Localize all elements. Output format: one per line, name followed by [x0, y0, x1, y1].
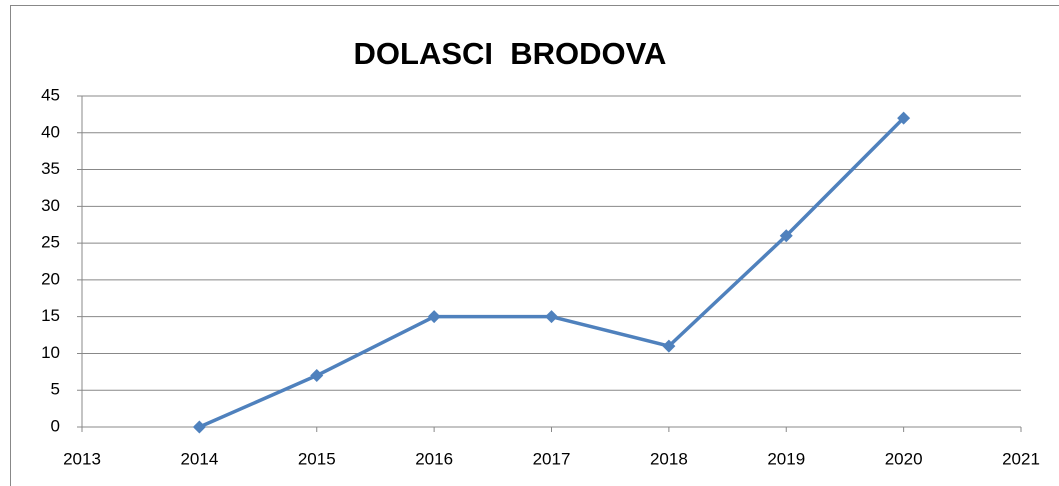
x-tick-label: 2014	[180, 449, 218, 468]
data-point	[192, 420, 206, 434]
x-tick-label: 2021	[1002, 449, 1040, 468]
y-tick-label: 20	[41, 269, 60, 288]
y-tick-label: 25	[41, 233, 60, 252]
y-tick-label: 40	[41, 122, 60, 141]
data-point	[662, 339, 676, 353]
x-tick-label: 2017	[533, 449, 571, 468]
y-tick-label: 35	[41, 159, 60, 178]
data-point	[427, 310, 441, 324]
x-tick-label: 2020	[885, 449, 923, 468]
y-tick-label: 0	[51, 416, 60, 435]
data-point	[310, 369, 324, 383]
y-tick-label: 15	[41, 306, 60, 325]
y-tick-label: 5	[51, 380, 60, 399]
data-point	[779, 229, 793, 243]
y-tick-label: 10	[41, 343, 60, 362]
x-tick-label: 2013	[63, 449, 101, 468]
data-point	[897, 111, 911, 125]
y-tick-label: 45	[41, 85, 60, 104]
x-tick-label: 2019	[767, 449, 805, 468]
x-tick-label: 2015	[298, 449, 336, 468]
data-point	[545, 310, 558, 324]
x-tick-label: 2018	[650, 449, 688, 468]
chart-frame	[10, 5, 1059, 486]
x-tick-label: 2016	[415, 449, 453, 468]
y-tick-label: 30	[41, 196, 60, 215]
chart-title: DOLASCI BRODOVA	[354, 36, 667, 71]
